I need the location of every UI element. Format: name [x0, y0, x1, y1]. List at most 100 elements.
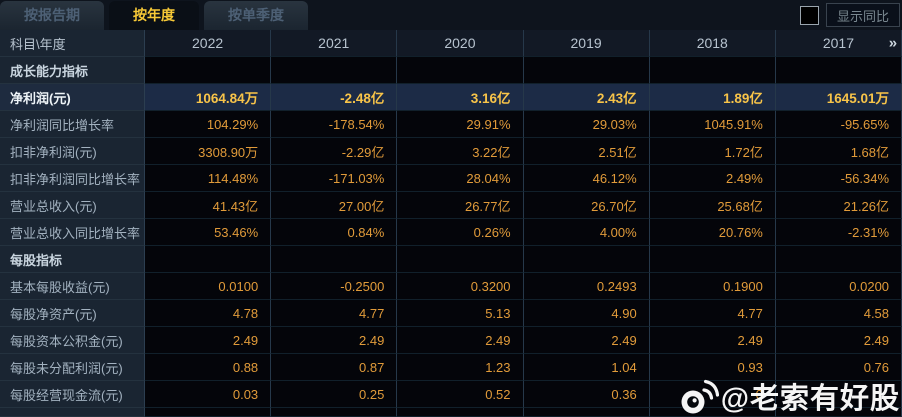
yoy-controls: 显示同比 — [799, 3, 902, 30]
table-cell — [145, 57, 272, 84]
table-cell: 4.77 — [649, 300, 776, 327]
table-cell: 0.84% — [271, 219, 398, 246]
table-cell — [649, 57, 776, 84]
table-row: 每股经营现金流(元) 0.03 0.25 0.52 0.36 0 — [0, 381, 902, 408]
more-years-icon[interactable]: » — [888, 34, 897, 52]
table-cell: 20.76% — [649, 219, 776, 246]
table-cell: 2.49 — [649, 327, 776, 354]
table-cell: 0.25 — [271, 381, 398, 408]
table-cell: 0.36 — [523, 381, 650, 408]
table-cell: 4.78 — [145, 300, 272, 327]
show-yoy-checkbox[interactable] — [799, 5, 819, 25]
corner-header: 科目\年度 — [0, 30, 145, 57]
table-row: 每股净资产(元) 4.78 4.77 5.13 4.90 4.77 4.58 — [0, 300, 902, 327]
table-row: 扣非净利润(元) 3308.90万 -2.29亿 3.22亿 2.51亿 1.72亿 1.6… — [0, 138, 902, 165]
table-header-row: 科目\年度 2022 2021 2020 2019 2018 2017» — [0, 30, 902, 57]
table-cell: 0.26% — [397, 219, 524, 246]
table-cell: 0.1900 — [649, 273, 776, 300]
row-label: 成长能力指标 — [0, 57, 145, 84]
table-cell: -2.31% — [775, 219, 902, 246]
table-row: 每股资本公积金(元) 2.49 2.49 2.49 2.49 2.49 2.49 — [0, 327, 902, 354]
row-label: 每股未分配利润(元) — [0, 354, 145, 381]
table-row: 每股未分配利润(元) 0.88 0.87 1.23 1.04 0.93 0.76 — [0, 354, 902, 381]
table-cell — [649, 246, 776, 273]
table-row: 净利润(元) 1064.84万 -2.48亿 3.16亿 2.43亿 1.89亿 1645.… — [0, 84, 902, 111]
table-cell — [397, 408, 524, 417]
table-cell: 1.72亿 — [649, 138, 776, 165]
table-cell: 21.26亿 — [775, 192, 902, 219]
row-label: 净利润同比增长率 — [0, 111, 145, 138]
table-cell: 29.03% — [523, 111, 650, 138]
table-cell: 1045.91% — [649, 111, 776, 138]
table-cell: 1645.01万 — [775, 84, 902, 111]
table-cell: 2.51亿 — [523, 138, 650, 165]
year-column-header: 2017» — [775, 30, 902, 57]
tab-by-year[interactable]: 按年度 — [109, 1, 199, 30]
table-cell: 28.04% — [397, 165, 524, 192]
table-cell: 2.49 — [775, 327, 902, 354]
table-cell: 26.77亿 — [397, 192, 524, 219]
table-cell: 1.89亿 — [649, 84, 776, 111]
row-label: 基本每股收益(元) — [0, 273, 145, 300]
table-cell: 104.29% — [145, 111, 272, 138]
table-cell — [775, 381, 902, 408]
table-cell — [271, 57, 398, 84]
row-label: 扣非净利润(元) — [0, 138, 145, 165]
table-cell: 29.91% — [397, 111, 524, 138]
table-cell: 0.3200 — [397, 273, 524, 300]
table-cell — [775, 246, 902, 273]
table-row: 营业总收入同比增长率 53.46% 0.84% 0.26% 4.00% 20.76% -2.… — [0, 219, 902, 246]
row-label: 每股资本公积金(元) — [0, 327, 145, 354]
row-label: 每股指标 — [0, 246, 145, 273]
table-cell: 4.77 — [271, 300, 398, 327]
table-cell — [649, 408, 776, 417]
table-cell: 1.23 — [397, 354, 524, 381]
year-column-header: 2022 — [145, 30, 272, 57]
table-cell: 27.00亿 — [271, 192, 398, 219]
table-cell: 0.03 — [145, 381, 272, 408]
table-cell — [775, 408, 902, 417]
table-cell: 1.04 — [523, 354, 650, 381]
show-yoy-button[interactable]: 显示同比 — [825, 3, 900, 27]
table-cell: 0.88 — [145, 354, 272, 381]
tab-by-quarter[interactable]: 按单季度 — [204, 1, 308, 30]
table-cell: 2.43亿 — [523, 84, 650, 111]
table-cell: 3308.90万 — [145, 138, 272, 165]
table-cell: 4.90 — [523, 300, 650, 327]
table-cell: 0.0200 — [775, 273, 902, 300]
table-row: 净利润同比增长率 104.29% -178.54% 29.91% 29.03% 1045.… — [0, 111, 902, 138]
table-cell: 3.16亿 — [397, 84, 524, 111]
table-cell: 3.22亿 — [397, 138, 524, 165]
table-cell: -56.34% — [775, 165, 902, 192]
table-row: 营业总收入(元) 41.43亿 27.00亿 26.77亿 26.70亿 25.68亿 21… — [0, 192, 902, 219]
table-cell — [145, 246, 272, 273]
table-cell: 0.93 — [649, 354, 776, 381]
table-cell — [775, 57, 902, 84]
year-column-header: 2021 — [271, 30, 398, 57]
table-cell: 41.43亿 — [145, 192, 272, 219]
row-label: 每股净资产(元) — [0, 300, 145, 327]
table-cell: 0 — [649, 381, 776, 408]
table-cell: 0.2493 — [523, 273, 650, 300]
table-cell: 4.58 — [775, 300, 902, 327]
tab-by-report-period[interactable]: 按报告期 — [0, 1, 104, 30]
table-cell — [397, 57, 524, 84]
year-column-header: 2019 — [523, 30, 650, 57]
table-cell — [397, 246, 524, 273]
table-cell: 0.76 — [775, 354, 902, 381]
year-column-header: 2018 — [649, 30, 776, 57]
table-cell — [523, 57, 650, 84]
table-row: 每股指标 — [0, 246, 902, 273]
period-tabbar: 按报告期 按年度 按单季度 显示同比 — [0, 0, 902, 30]
table-cell: 0.87 — [271, 354, 398, 381]
row-label: 扣非净利润同比增长率 — [0, 165, 145, 192]
row-label — [0, 408, 145, 417]
row-label: 营业总收入(元) — [0, 192, 145, 219]
table-cell: 1064.84万 — [145, 84, 272, 111]
table-cell — [523, 246, 650, 273]
period-tabs: 按报告期 按年度 按单季度 — [0, 1, 308, 30]
table-cell: 53.46% — [145, 219, 272, 246]
table-cell: 0.52 — [397, 381, 524, 408]
table-row: 扣非净利润同比增长率 114.48% -171.03% 28.04% 46.12% 2.4… — [0, 165, 902, 192]
row-label: 净利润(元) — [0, 84, 145, 111]
